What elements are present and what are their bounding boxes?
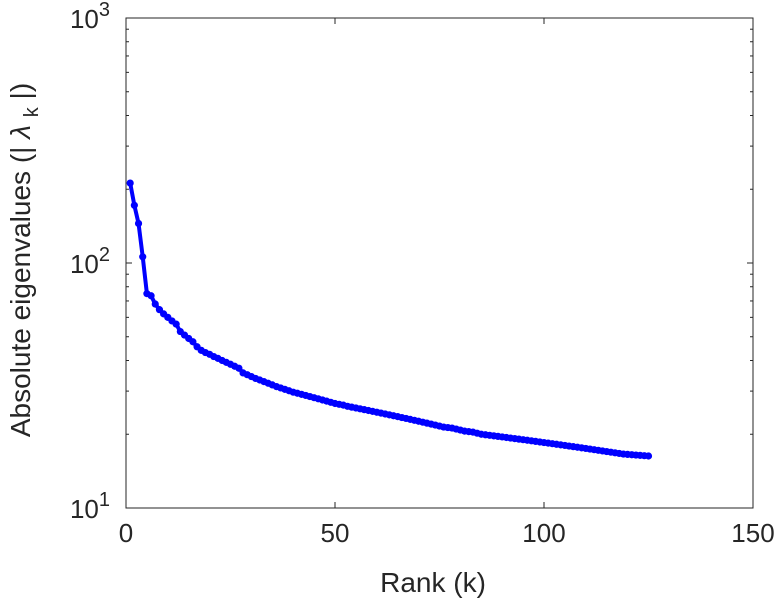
plot-area xyxy=(125,17,754,509)
data-point xyxy=(130,201,138,209)
x-tick-label: 100 xyxy=(522,518,565,548)
x-axis-label: Rank (k) xyxy=(380,567,486,598)
tick-labels: 0 50 100 150 101 102 103 xyxy=(70,0,775,548)
x-tick-label: 150 xyxy=(731,518,774,548)
y-axis-label-subscript: k xyxy=(21,106,43,117)
y-tick-label: 102 xyxy=(70,244,110,279)
data-point xyxy=(172,320,180,328)
data-point xyxy=(644,452,653,460)
x-tick-label: 0 xyxy=(119,518,133,548)
y-axis-label-symbol: λ xyxy=(5,125,36,141)
axis-ticks xyxy=(125,17,754,509)
y-axis-label-suffix: |) xyxy=(5,83,36,100)
series-layer xyxy=(126,179,653,460)
data-point xyxy=(235,364,243,372)
x-tick-label: 50 xyxy=(321,518,350,548)
data-point xyxy=(151,300,159,308)
y-axis-label-text: Absolute eigenvalues (| xyxy=(5,147,36,438)
data-point xyxy=(134,219,143,228)
y-tick-label: 103 xyxy=(70,0,110,34)
plot-background xyxy=(126,18,753,508)
data-point xyxy=(126,179,134,187)
data-point xyxy=(189,338,197,346)
data-point xyxy=(147,292,155,300)
y-axis-label: Absolute eigenvalues (| λ k |) xyxy=(5,83,44,437)
data-point xyxy=(139,253,147,261)
y-tick-label: 101 xyxy=(70,489,110,524)
